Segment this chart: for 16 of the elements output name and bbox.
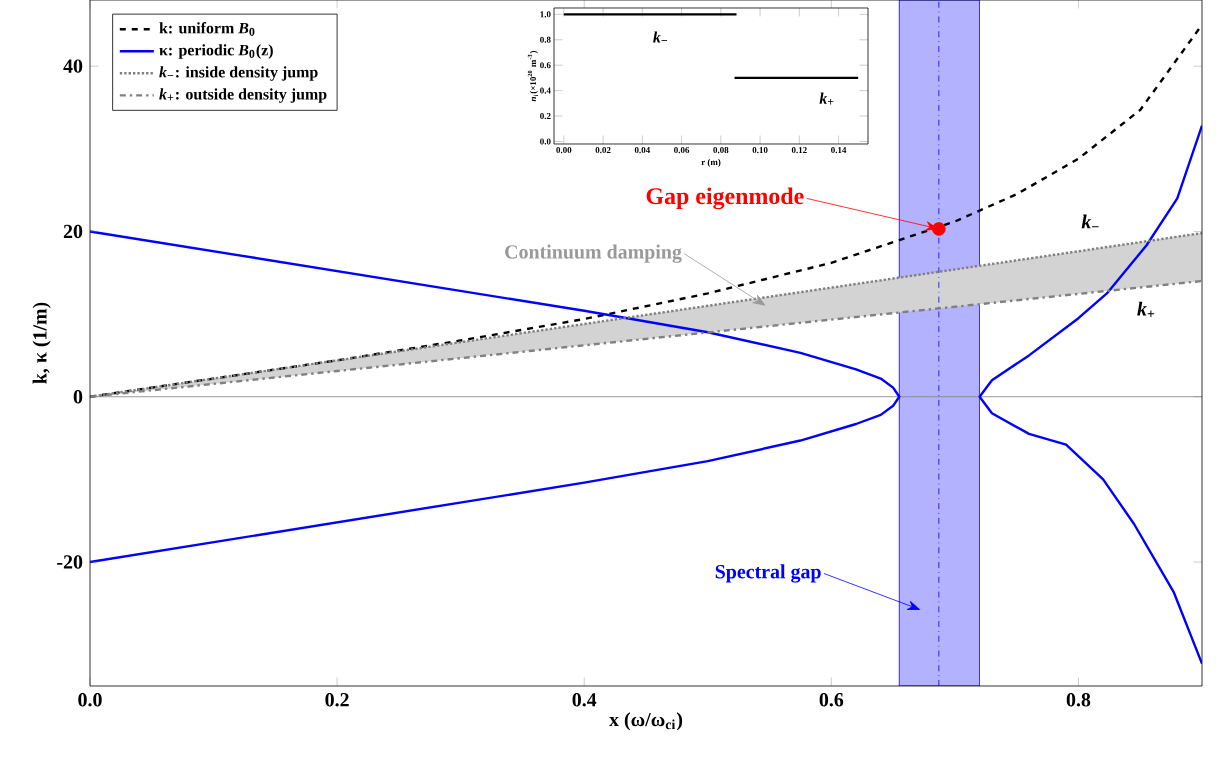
x-tick-label: 0.2 [325, 693, 349, 707]
x-axis-title: x (ω/ω$_{ci}$) [609, 712, 683, 731]
x-tick-label: 0.4 [572, 693, 597, 707]
y-tick-label: 0 [73, 390, 83, 404]
x-tick-label: 0.6 [819, 693, 844, 707]
annotation: k$_{+}$ [1137, 301, 1155, 318]
x-tick-label: 0.8 [1066, 693, 1091, 707]
x-tick-label: 0.0 [78, 693, 102, 707]
y-tick-label: 20 [63, 224, 83, 239]
y-axis-title: k, κ (1/m) [32, 302, 51, 384]
annotation: k$_{−}$ [1081, 214, 1099, 229]
y-tick-label: 40 [63, 59, 83, 73]
annotation: Gap eigenmode [646, 187, 804, 210]
annotation: Continuum damping [505, 244, 682, 263]
annotation: Spectral gap [715, 564, 821, 583]
y-tick-label: -20 [57, 555, 83, 569]
